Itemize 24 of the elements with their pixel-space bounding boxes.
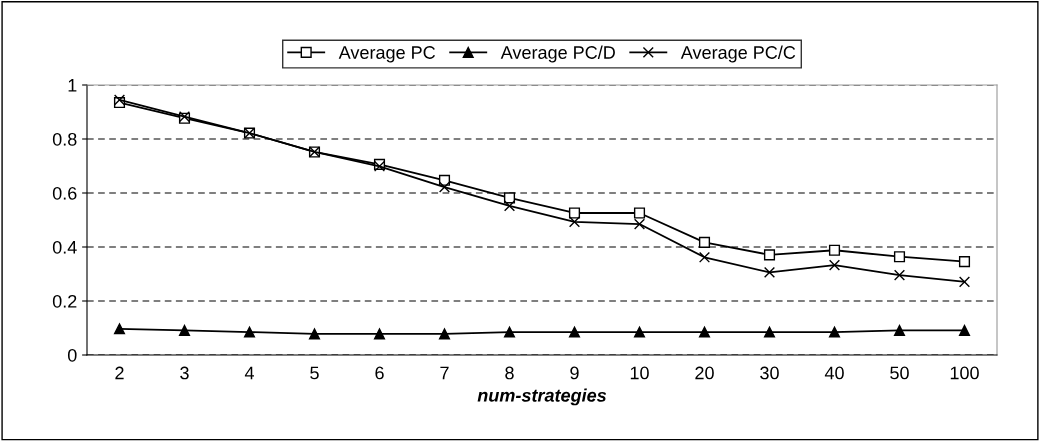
x-tick-label: 7 bbox=[440, 366, 449, 380]
x-tick-label: 50 bbox=[890, 366, 909, 380]
y-tick-label: 1 bbox=[68, 79, 77, 92]
x-tick-label: 100 bbox=[950, 366, 979, 380]
x-tick-label: 8 bbox=[505, 366, 514, 380]
legend-label: Average PC bbox=[338, 46, 436, 63]
x-tick-label: 5 bbox=[310, 366, 319, 380]
legend-label: Average PC/C bbox=[680, 45, 796, 63]
x-axis-title: num-strategies bbox=[477, 388, 607, 406]
x-tick-label: 6 bbox=[375, 366, 384, 380]
x-tick-label: 30 bbox=[760, 366, 779, 380]
y-tick-label: 0.2 bbox=[52, 294, 77, 308]
y-tick-label: 0.4 bbox=[52, 240, 77, 254]
x-tick-label: 10 bbox=[630, 366, 649, 380]
x-tick-label: 4 bbox=[244, 366, 254, 380]
x-tick-label: 2 bbox=[115, 366, 124, 380]
x-tick-label: 9 bbox=[570, 366, 579, 380]
x-tick-label: 3 bbox=[180, 366, 189, 380]
y-tick-label: 0.8 bbox=[52, 132, 77, 146]
y-tick-label: 0.6 bbox=[52, 186, 77, 200]
x-tick-label: 40 bbox=[824, 366, 844, 380]
legend-label: Average PC/D bbox=[500, 45, 615, 63]
y-tick-label: 0 bbox=[67, 348, 77, 362]
x-tick-label: 20 bbox=[695, 366, 714, 380]
